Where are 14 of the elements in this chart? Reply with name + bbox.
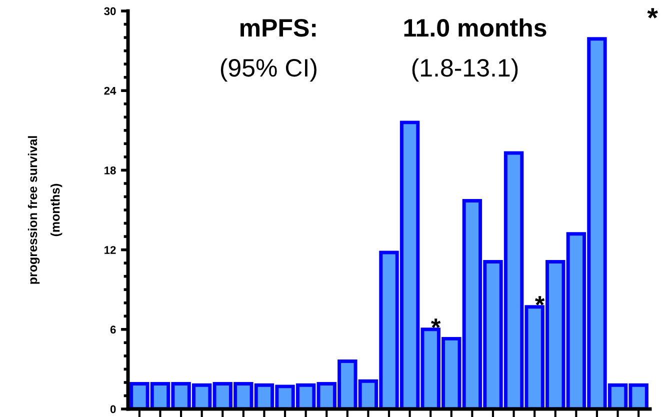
y-axis-title: progression free survival (months) bbox=[28, 136, 62, 284]
annotation: (95% CI) bbox=[220, 58, 316, 82]
annotation: * bbox=[647, 8, 658, 18]
y-tick-label: 24 bbox=[104, 86, 116, 95]
y-tick-label: 30 bbox=[104, 7, 116, 16]
annotation: (1.8-13.1) bbox=[412, 58, 518, 82]
y-tick-label: 12 bbox=[104, 246, 116, 254]
y-tick-label: 18 bbox=[104, 166, 116, 174]
annotation: 11.0 months bbox=[404, 18, 546, 37]
y-tick-label: 0 bbox=[110, 405, 116, 414]
data-label: * bbox=[431, 318, 441, 328]
annotation: mPFS: bbox=[240, 19, 316, 37]
data-label: * bbox=[534, 296, 545, 306]
y-tick-label: 6 bbox=[110, 326, 116, 334]
